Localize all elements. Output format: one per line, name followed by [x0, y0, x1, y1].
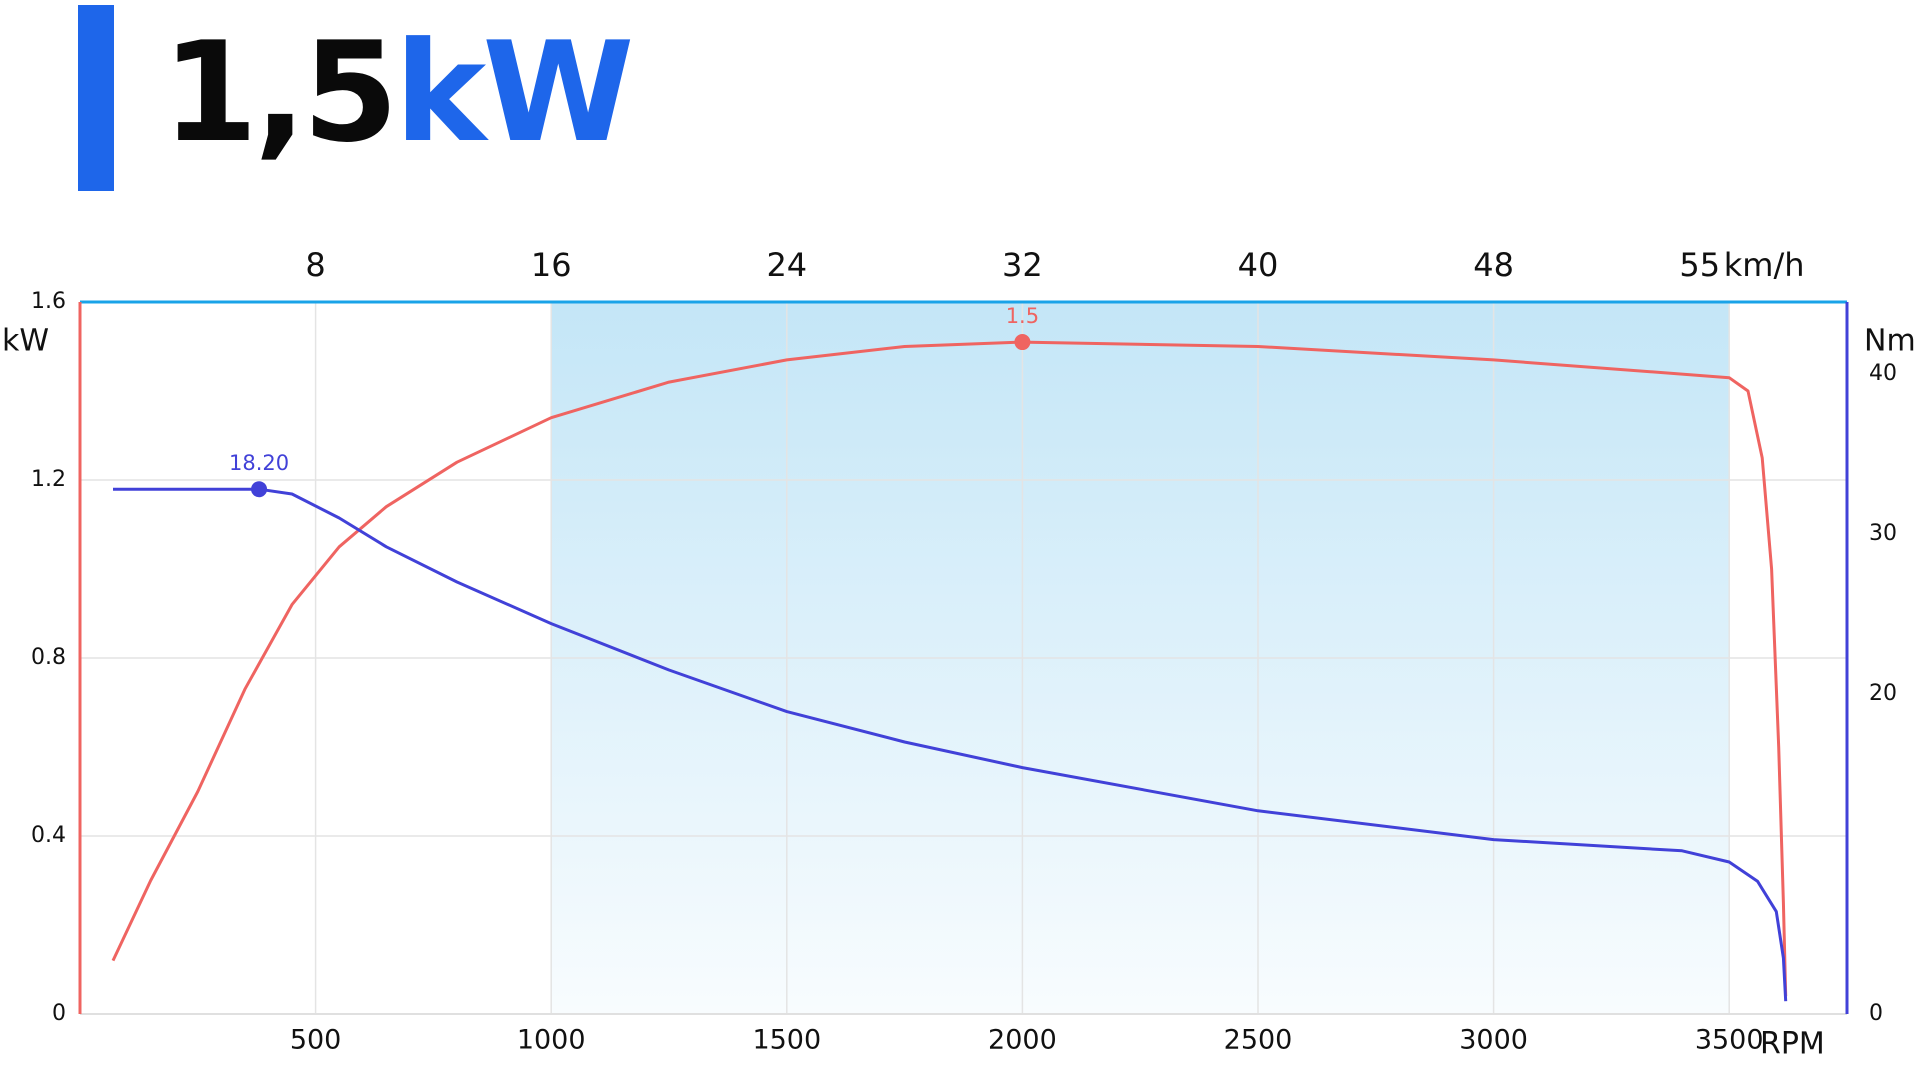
x-axis-label: RPM	[1760, 1027, 1825, 1062]
x-tick-label: 2500	[1224, 1025, 1293, 1056]
y2-axis-label: Nm	[1864, 324, 1916, 359]
peak-label: 18.20	[229, 451, 289, 475]
x2-tick-label: 48	[1473, 246, 1514, 284]
x2-tick-label: 8	[305, 246, 325, 284]
headline-value: 1,5	[162, 12, 394, 173]
x-tick-label: 3000	[1459, 1025, 1528, 1056]
y2-tick-label: 20	[1869, 681, 1897, 706]
y-tick-label: 0.8	[31, 645, 66, 670]
peak-label: 1.5	[1006, 304, 1039, 328]
x-tick-label: 2000	[988, 1025, 1057, 1056]
y-tick-label: 1.2	[31, 467, 66, 492]
x-tick-label: 1500	[752, 1025, 821, 1056]
x2-tick-label: 55	[1679, 246, 1720, 284]
y2-tick-label: 0	[1869, 1001, 1883, 1026]
x-tick-label: 1000	[517, 1025, 586, 1056]
peak-marker	[1014, 334, 1031, 351]
x2-tick-label: 32	[1002, 246, 1043, 284]
y-tick-label: 1.6	[31, 289, 66, 314]
x2-tick-label: 16	[531, 246, 572, 284]
y-tick-label: 0.4	[31, 823, 66, 848]
title-bar	[78, 5, 114, 191]
headline-unit: kW	[394, 12, 630, 173]
series-line	[111, 340, 1788, 997]
x2-axis-label: km/h	[1724, 246, 1805, 284]
y2-tick-label: 40	[1869, 361, 1897, 386]
x2-tick-label: 24	[766, 246, 807, 284]
x-tick-label: 3500	[1695, 1025, 1764, 1056]
y-axis-label: kW	[2, 324, 49, 359]
headline: 1,5kW	[162, 12, 630, 173]
y-tick-label: 0	[52, 1001, 66, 1026]
x-tick-label: 500	[290, 1025, 342, 1056]
x2-tick-label: 40	[1238, 246, 1279, 284]
series-line	[113, 487, 1788, 1002]
y2-tick-label: 30	[1869, 521, 1897, 546]
peak-marker	[251, 481, 268, 498]
